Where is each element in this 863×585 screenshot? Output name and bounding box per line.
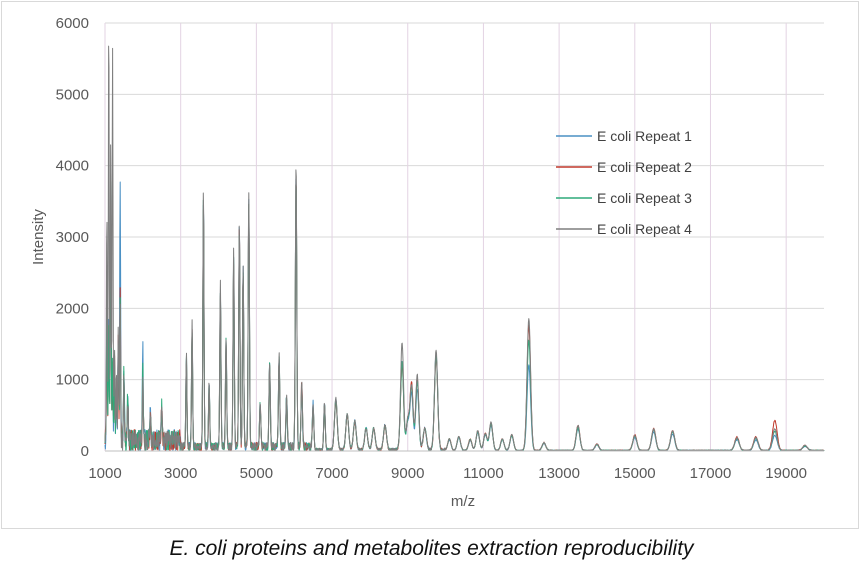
legend-label: E coli Repeat 2 (597, 159, 692, 175)
y-tick-label: 1000 (56, 372, 89, 389)
series-line (104, 181, 825, 452)
line-chart: 0 1000 2000 3000 4000 5000 6000 1000 3000 5000 700… (30, 15, 825, 510)
legend: E coli Repeat 1 E coli Repeat 2 E coli Rep… (556, 128, 692, 237)
x-tick-label: 7000 (315, 465, 348, 482)
legend-label: E coli Repeat 3 (597, 190, 692, 206)
y-axis-title: Intensity (30, 209, 47, 265)
figure-caption: E. coli proteins and metabolites extract… (169, 537, 694, 560)
series-line (104, 178, 825, 452)
x-tick-label: 13000 (538, 465, 580, 482)
x-tick-label: 17000 (690, 465, 732, 482)
legend-label: E coli Repeat 1 (597, 128, 692, 144)
y-tick-label: 2000 (56, 300, 89, 317)
y-tick-label: 4000 (56, 158, 89, 175)
chart-frame: 0 1000 2000 3000 4000 5000 6000 1000 3000 5000 700… (1, 1, 859, 529)
series-line (104, 45, 825, 452)
y-tick-label: 6000 (56, 15, 89, 32)
x-tick-label: 3000 (164, 465, 197, 482)
grid-lines (104, 22, 824, 452)
x-tick-label: 5000 (240, 465, 273, 482)
x-tick-label: 9000 (391, 465, 424, 482)
legend-label: E coli Repeat 4 (597, 221, 692, 237)
y-tick-label: 0 (81, 443, 89, 460)
x-tick-label: 1000 (88, 465, 121, 482)
x-tick-label: 15000 (614, 465, 656, 482)
y-tick-label: 3000 (56, 229, 89, 246)
series-layer (104, 45, 825, 452)
series-line (104, 184, 825, 452)
axis-layer: 0 1000 2000 3000 4000 5000 6000 1000 3000 5000 700… (56, 15, 824, 482)
x-axis-title: m/z (451, 493, 475, 510)
x-tick-label: 11000 (463, 465, 504, 482)
x-tick-label: 19000 (765, 465, 807, 482)
y-tick-label: 5000 (56, 86, 89, 103)
